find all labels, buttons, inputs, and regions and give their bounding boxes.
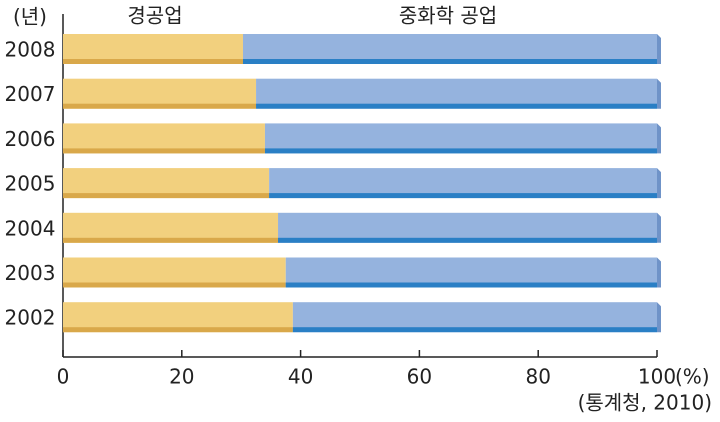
y-tick-label: 2002 — [5, 306, 56, 330]
source: (통계청, 2010) — [578, 391, 712, 415]
bar-shadow — [264, 148, 657, 154]
bar-shadow — [278, 237, 657, 243]
series-label: 경공업 — [127, 4, 182, 28]
bar-shadow — [63, 148, 265, 154]
series-label: 중화학 공업 — [399, 4, 497, 28]
bar-edge — [657, 257, 661, 288]
x-tick-label: 60 — [407, 365, 432, 389]
y-tick-label: 2004 — [5, 216, 56, 240]
bar-shadow — [63, 103, 257, 109]
bar-edge — [657, 168, 661, 199]
y-tick-label: 2007 — [5, 82, 56, 106]
x-tick-label: 100 — [638, 365, 676, 389]
x-tick-label: 0 — [57, 365, 70, 389]
bar-edge — [657, 123, 661, 154]
y-tick-label: 2003 — [5, 261, 56, 285]
y-tick-label: 2008 — [5, 38, 56, 62]
bar-edge — [657, 302, 661, 333]
bar-edge — [657, 212, 661, 243]
bar-shadow — [269, 193, 657, 199]
bar-shadow — [63, 237, 279, 243]
bar-shadow — [242, 59, 657, 64]
bar-shadow — [63, 193, 270, 199]
y-axis-label: (년) — [13, 5, 47, 29]
x-axis-label: (%) — [675, 365, 710, 389]
bar-shadow — [63, 282, 286, 288]
bar-shadow — [63, 59, 243, 64]
x-tick-label: 20 — [169, 365, 194, 389]
x-tick-label: 40 — [288, 365, 313, 389]
bar-edge — [657, 34, 661, 64]
bar-edge — [657, 78, 661, 109]
y-tick-label: 2005 — [5, 172, 56, 196]
y-tick-label: 2006 — [5, 127, 56, 151]
bar-shadow — [63, 327, 293, 333]
bar-shadow — [256, 103, 657, 109]
bar-shadow — [292, 327, 657, 333]
x-tick-label: 80 — [525, 365, 550, 389]
bar-shadow — [285, 282, 657, 288]
